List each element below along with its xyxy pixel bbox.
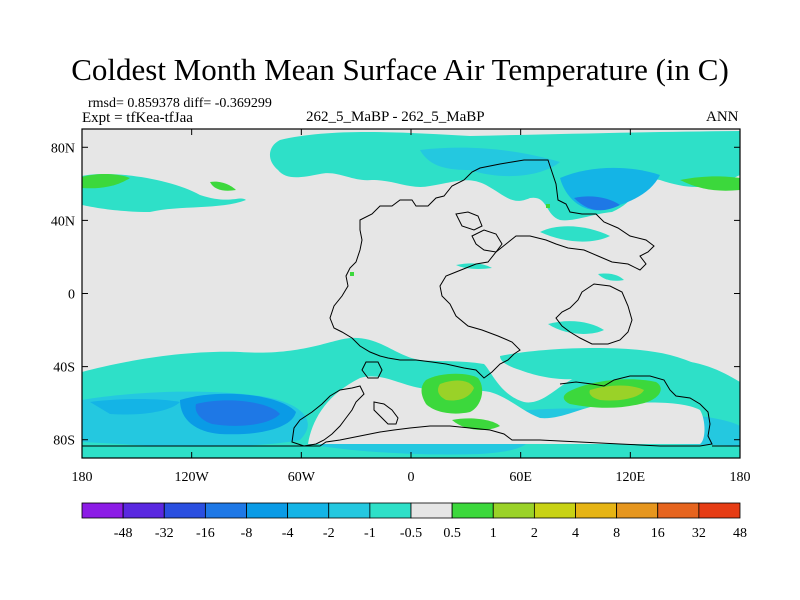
colorbar-swatch (287, 502, 330, 519)
plot-title: Coldest Month Mean Surface Air Temperatu… (71, 52, 729, 87)
x-tick-label: 60W (288, 470, 316, 485)
colorbar-label: 4 (572, 526, 579, 541)
x-axis: 180 120W 60W 0 60E 120E 180 (72, 129, 751, 485)
colorbar-swatch (616, 502, 659, 519)
colorbar-label: -8 (241, 526, 253, 541)
southern-continent-neutral (308, 376, 705, 444)
colorbar-swatch (122, 502, 165, 519)
x-tick-label: 180 (730, 470, 751, 485)
x-tick-label: 180 (72, 470, 93, 485)
colorbar-swatch (451, 502, 494, 519)
colorbar-label: -0.5 (400, 526, 422, 541)
colorbar-label: 1 (490, 526, 497, 541)
colorbar-label: 32 (692, 526, 706, 541)
runs-label: 262_5_MaBP - 262_5_MaBP (306, 109, 485, 125)
y-tick-label: 80S (53, 434, 75, 449)
y-tick-label: 40S (53, 361, 75, 376)
colorbar-swatch (81, 502, 124, 519)
colorbar: -48 -32 -16 -8 -4 -2 -1 -0.5 0.5 1 2 4 8 16 32 48 (81, 502, 747, 541)
colorbar-swatch (369, 502, 412, 519)
colorbar-swatch (246, 502, 289, 519)
x-tick-label: 0 (408, 470, 415, 485)
north-pacific-region (82, 174, 740, 212)
colorbar-swatch (492, 502, 535, 519)
y-tick-label: 0 (68, 288, 75, 303)
colorbar-label: -4 (282, 526, 294, 541)
x-tick-label: 120E (616, 470, 646, 485)
colorbar-swatch (410, 502, 453, 519)
y-tick-label: 40N (51, 214, 75, 229)
colorbar-label: 48 (733, 526, 747, 541)
colorbar-label: 16 (651, 526, 665, 541)
colorbar-swatch (575, 502, 618, 519)
x-tick-label: 120W (175, 470, 210, 485)
colorbar-swatch (163, 502, 206, 519)
north-cool-region (269, 131, 740, 221)
equatorial-blobs (456, 226, 624, 334)
stats-text: rmsd= 0.859378 diff= -0.369299 (88, 96, 272, 111)
colorbar-swatch (328, 502, 371, 519)
continent-outline (82, 159, 740, 447)
colorbar-label: -48 (114, 526, 133, 541)
season-label: ANN (706, 109, 739, 125)
colorbar-label: 2 (531, 526, 538, 541)
warm-patches (350, 204, 661, 430)
colorbar-label: -16 (196, 526, 215, 541)
y-tick-label: 80N (51, 141, 75, 156)
colorbar-swatch (657, 502, 700, 519)
y-axis: 80N 40N 0 40S 80S (51, 141, 740, 449)
colorbar-label: 0.5 (443, 526, 461, 541)
colorbar-label: -1 (364, 526, 376, 541)
x-tick-label: 60E (509, 470, 532, 485)
experiment-label: Expt = tfKea-tfJaa (82, 110, 193, 126)
colorbar-swatch (204, 502, 247, 519)
colorbar-label: 8 (613, 526, 620, 541)
colorbar-swatch (698, 502, 741, 519)
colorbar-label: -32 (155, 526, 174, 541)
colorbar-label: -2 (323, 526, 335, 541)
map-field (82, 129, 740, 458)
colorbar-swatch (533, 502, 576, 519)
